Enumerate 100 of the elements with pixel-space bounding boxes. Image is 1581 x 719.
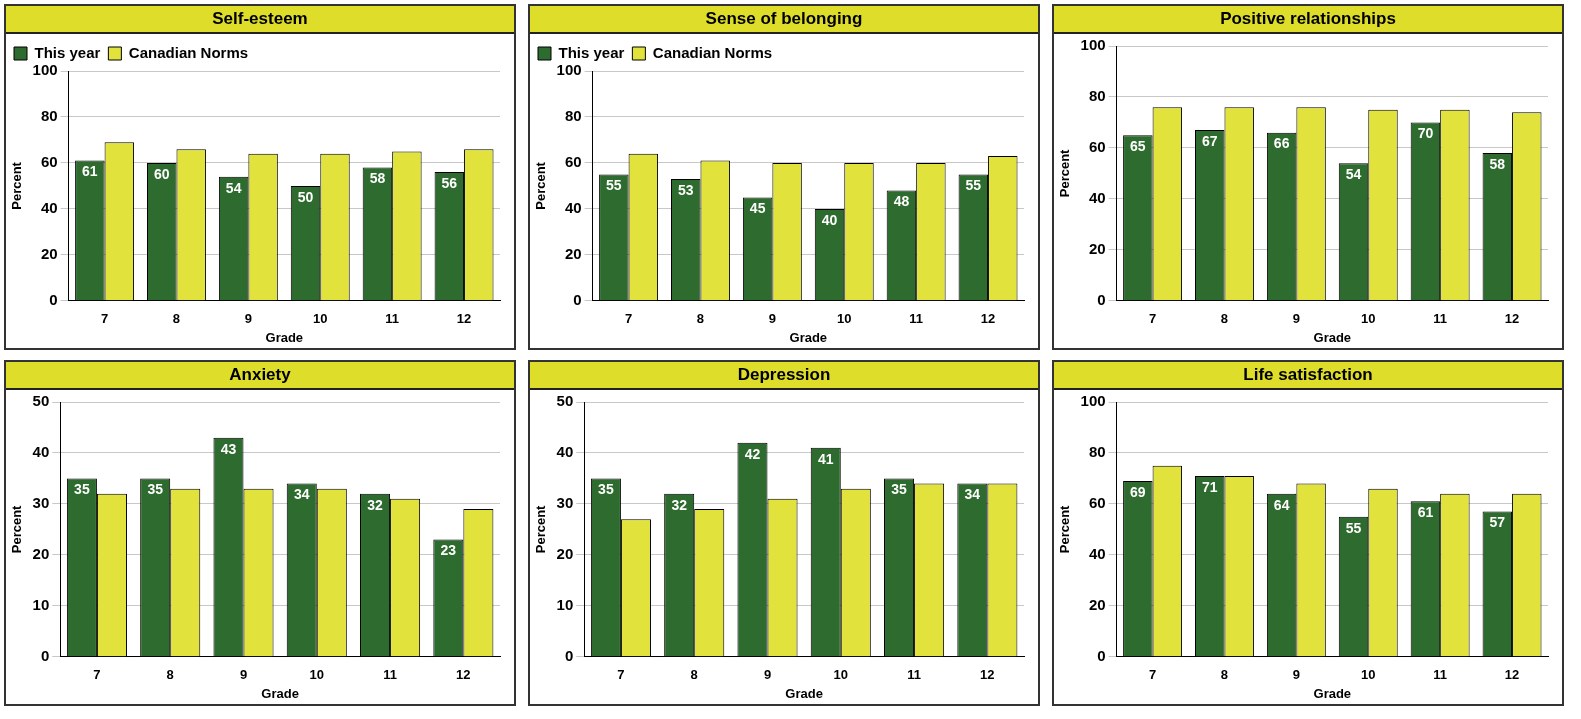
data-label: 35 xyxy=(147,481,164,498)
data-label: 35 xyxy=(598,481,614,498)
data-label: 54 xyxy=(225,179,242,196)
x-tick-label: 12 xyxy=(980,667,995,683)
y-tick-label: 0 xyxy=(1097,646,1106,664)
x-tick-label: 7 xyxy=(1148,667,1157,683)
y-axis-title: Percent xyxy=(9,504,25,554)
x-tick-label: 11 xyxy=(1433,667,1448,683)
data-label: 55 xyxy=(606,177,622,194)
data-label: 42 xyxy=(744,445,761,462)
data-label: 71 xyxy=(1201,478,1218,495)
data-label: 61 xyxy=(1417,504,1434,521)
x-tick-label: 10 xyxy=(313,311,328,327)
x-axis-title: Grade xyxy=(1313,329,1352,345)
legend-label: Canadian Norms xyxy=(128,43,249,61)
y-tick-label: 80 xyxy=(40,107,58,125)
data-label: 58 xyxy=(369,170,386,187)
y-tick-label: 60 xyxy=(40,153,58,171)
data-label: 64 xyxy=(1273,496,1290,513)
data-label: 41 xyxy=(817,450,834,467)
data-label: 35 xyxy=(891,481,908,498)
data-label: 65 xyxy=(1130,138,1146,155)
data-label: 35 xyxy=(74,481,90,498)
legend-label: Canadian Norms xyxy=(652,43,773,61)
y-tick-label: 60 xyxy=(1088,494,1106,512)
y-axis-title: Percent xyxy=(9,161,25,210)
data-label: 40 xyxy=(821,211,838,228)
data-label: 34 xyxy=(293,486,310,503)
chart-title: Self-esteem xyxy=(6,6,514,34)
x-axis-title: Grade xyxy=(261,685,299,701)
y-axis-title: Percent xyxy=(1057,148,1073,198)
x-tick-label: 7 xyxy=(93,667,101,683)
data-label: 67 xyxy=(1201,132,1218,149)
y-tick-label: 0 xyxy=(1097,290,1106,308)
y-tick-label: 10 xyxy=(32,595,50,613)
y-tick-label: 50 xyxy=(32,392,50,410)
y-tick-label: 40 xyxy=(32,443,50,461)
y-tick-label: 20 xyxy=(40,244,58,262)
x-tick-label: 12 xyxy=(1504,667,1520,683)
y-tick-label: 20 xyxy=(32,545,50,563)
y-axis-title: Percent xyxy=(1057,504,1073,554)
y-tick-label: 100 xyxy=(1080,392,1106,410)
data-label: 32 xyxy=(671,496,688,513)
data-label: 58 xyxy=(1489,155,1506,172)
y-axis-title: Percent xyxy=(533,161,549,210)
y-tick-label: 20 xyxy=(556,545,574,563)
x-tick-label: 11 xyxy=(385,311,400,327)
y-tick-label: 40 xyxy=(556,443,574,461)
y-tick-label: 20 xyxy=(1088,239,1106,257)
y-tick-label: 40 xyxy=(1088,189,1106,207)
data-label: 53 xyxy=(677,181,694,198)
data-label: 61 xyxy=(82,163,98,180)
y-tick-label: 100 xyxy=(32,61,58,79)
data-label: 50 xyxy=(297,188,314,205)
y-tick-label: 100 xyxy=(556,61,582,79)
data-label: 55 xyxy=(965,177,982,194)
data-label: 55 xyxy=(1345,519,1362,536)
data-label: 34 xyxy=(964,486,981,503)
x-tick-label: 7 xyxy=(617,667,625,683)
x-tick-label: 12 xyxy=(456,311,472,327)
x-tick-label: 9 xyxy=(239,667,248,683)
y-tick-label: 60 xyxy=(1088,138,1106,156)
x-tick-label: 12 xyxy=(1504,311,1520,327)
data-label: 69 xyxy=(1130,483,1146,500)
y-tick-label: 0 xyxy=(573,290,582,308)
x-axis-title: Grade xyxy=(265,329,304,345)
x-tick-label: 11 xyxy=(383,667,397,683)
chart-title: Sense of belonging xyxy=(530,6,1038,34)
x-tick-label: 10 xyxy=(1361,311,1376,327)
y-tick-label: 0 xyxy=(40,646,50,664)
data-label: 66 xyxy=(1273,135,1290,152)
y-tick-label: 40 xyxy=(40,199,58,217)
x-tick-label: 7 xyxy=(1148,311,1157,327)
x-axis-title: Grade xyxy=(785,685,823,701)
y-tick-label: 100 xyxy=(1080,36,1106,54)
y-tick-label: 20 xyxy=(1088,595,1106,613)
x-tick-label: 8 xyxy=(166,667,174,683)
x-tick-label: 10 xyxy=(1361,667,1376,683)
x-tick-label: 10 xyxy=(833,667,849,683)
x-tick-label: 10 xyxy=(309,667,325,683)
data-label: 54 xyxy=(1345,166,1362,183)
x-tick-label: 9 xyxy=(1292,311,1300,327)
data-label: 56 xyxy=(441,174,458,191)
x-axis-title: Grade xyxy=(789,329,828,345)
y-tick-label: 30 xyxy=(32,494,50,512)
y-tick-label: 50 xyxy=(556,392,574,410)
x-tick-label: 8 xyxy=(696,311,705,327)
data-label: 70 xyxy=(1417,125,1434,142)
legend-label: This year xyxy=(558,43,625,61)
x-tick-label: 8 xyxy=(1220,311,1229,327)
y-tick-label: 60 xyxy=(564,153,582,171)
x-tick-label: 11 xyxy=(907,667,921,683)
y-axis-title: Percent xyxy=(533,504,549,554)
x-tick-label: 11 xyxy=(1433,311,1448,327)
x-tick-label: 7 xyxy=(624,311,633,327)
data-label: 43 xyxy=(220,440,237,457)
x-tick-label: 11 xyxy=(909,311,924,327)
x-tick-label: 9 xyxy=(244,311,252,327)
chart-title: Life satisfaction xyxy=(1054,362,1562,390)
chart-title: Depression xyxy=(530,362,1038,390)
